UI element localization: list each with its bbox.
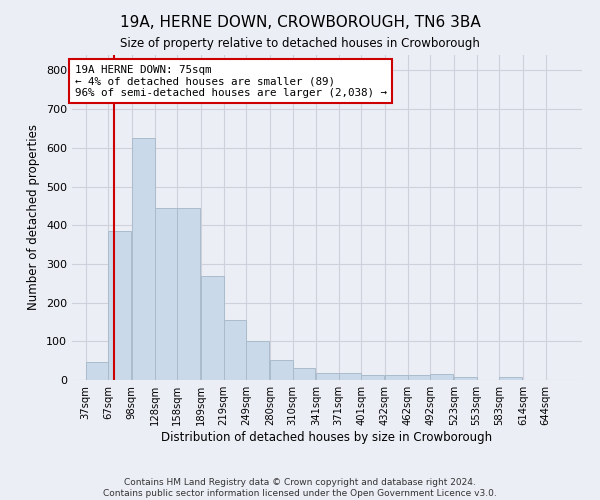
Bar: [224, 320, 246, 380]
Bar: [155, 208, 178, 380]
Bar: [339, 373, 361, 380]
Bar: [408, 376, 430, 380]
Bar: [132, 138, 155, 380]
Bar: [86, 362, 109, 380]
Text: Contains HM Land Registry data © Crown copyright and database right 2024.
Contai: Contains HM Land Registry data © Crown c…: [103, 478, 497, 498]
Text: 19A, HERNE DOWN, CROWBOROUGH, TN6 3BA: 19A, HERNE DOWN, CROWBOROUGH, TN6 3BA: [119, 15, 481, 30]
Bar: [293, 368, 315, 380]
X-axis label: Distribution of detached houses by size in Crowborough: Distribution of detached houses by size …: [161, 431, 493, 444]
Bar: [201, 276, 224, 380]
Text: Size of property relative to detached houses in Crowborough: Size of property relative to detached ho…: [120, 38, 480, 51]
Bar: [430, 374, 453, 380]
Bar: [385, 376, 408, 380]
Y-axis label: Number of detached properties: Number of detached properties: [28, 124, 40, 310]
Bar: [270, 360, 293, 380]
Bar: [178, 208, 200, 380]
Bar: [316, 373, 339, 380]
Text: 19A HERNE DOWN: 75sqm
← 4% of detached houses are smaller (89)
96% of semi-detac: 19A HERNE DOWN: 75sqm ← 4% of detached h…: [74, 64, 386, 98]
Bar: [246, 342, 269, 380]
Bar: [361, 376, 384, 380]
Bar: [454, 377, 476, 380]
Bar: [109, 231, 131, 380]
Bar: [499, 377, 522, 380]
